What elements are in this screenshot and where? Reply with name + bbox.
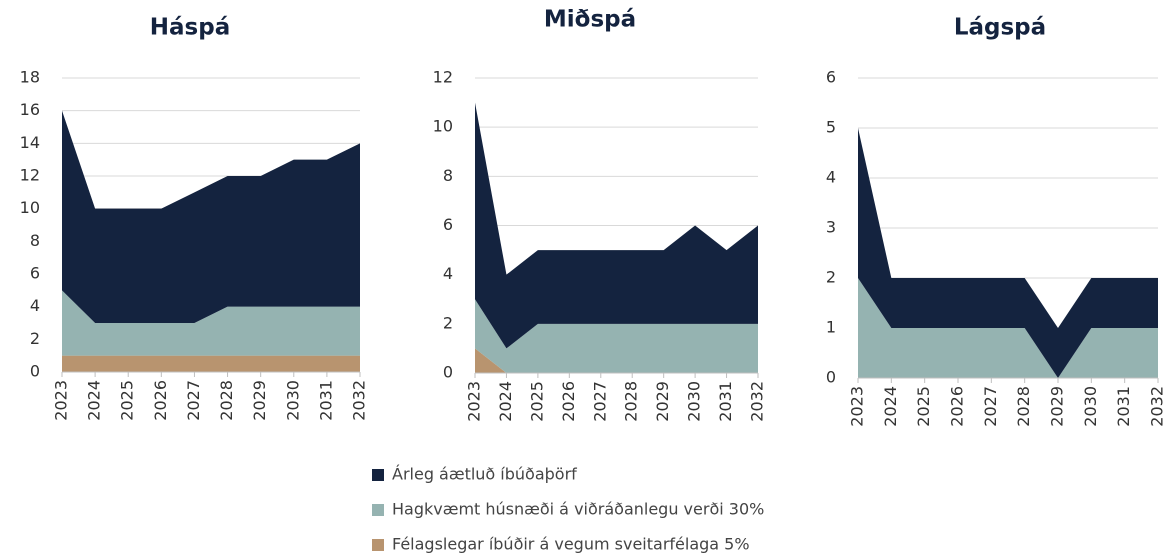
x-tick-label: 2027 bbox=[590, 381, 609, 422]
chart-title: Miðspá bbox=[544, 7, 636, 33]
x-tick-label: 2026 bbox=[151, 380, 170, 421]
x-tick-label: 2030 bbox=[1081, 386, 1100, 427]
x-tick-label: 2028 bbox=[1014, 386, 1033, 427]
y-tick-label: 6 bbox=[443, 215, 453, 234]
y-tick-label: 14 bbox=[20, 133, 40, 152]
x-tick-label: 2031 bbox=[1114, 386, 1133, 427]
legend-swatch bbox=[372, 469, 384, 481]
x-tick-label: 2023 bbox=[465, 381, 484, 422]
chart-title: Háspá bbox=[150, 15, 230, 41]
x-tick-label: 2026 bbox=[559, 381, 578, 422]
y-tick-label: 4 bbox=[30, 296, 40, 315]
x-tick-label: 2028 bbox=[217, 380, 236, 421]
y-tick-label: 0 bbox=[30, 362, 40, 381]
y-tick-label: 2 bbox=[30, 329, 40, 348]
y-tick-label: 8 bbox=[443, 166, 453, 185]
x-tick-label: 2024 bbox=[85, 380, 104, 421]
x-tick-label: 2027 bbox=[981, 386, 1000, 427]
legend-label: Félagslegar íbúðir á vegum sveitarfélaga… bbox=[392, 535, 750, 554]
y-tick-label: 10 bbox=[433, 117, 453, 136]
x-tick-label: 2031 bbox=[716, 381, 735, 422]
area bbox=[62, 110, 360, 324]
area bbox=[858, 128, 1158, 378]
legend-swatch bbox=[372, 539, 384, 551]
legend-label: Árleg áætluð íbúðaþörf bbox=[392, 465, 577, 484]
y-tick-label: 6 bbox=[30, 264, 40, 283]
y-tick-label: 16 bbox=[20, 100, 40, 119]
y-tick-label: 12 bbox=[433, 68, 453, 87]
x-tick-label: 2029 bbox=[250, 380, 269, 421]
y-tick-label: 8 bbox=[30, 231, 40, 250]
area bbox=[475, 348, 758, 373]
x-tick-label: 2029 bbox=[653, 381, 672, 422]
y-tick-label: 3 bbox=[826, 218, 836, 237]
x-tick-label: 2024 bbox=[881, 386, 900, 427]
y-tick-label: 4 bbox=[826, 168, 836, 187]
y-tick-label: 4 bbox=[443, 264, 453, 283]
y-tick-label: 12 bbox=[20, 166, 40, 185]
y-tick-label: 2 bbox=[826, 268, 836, 287]
y-tick-label: 1 bbox=[826, 318, 836, 337]
x-tick-label: 2029 bbox=[1048, 386, 1067, 427]
y-tick-label: 18 bbox=[20, 68, 40, 87]
x-tick-label: 2031 bbox=[316, 380, 335, 421]
x-tick-label: 2024 bbox=[496, 381, 515, 422]
x-tick-label: 2025 bbox=[914, 386, 933, 427]
x-tick-label: 2023 bbox=[52, 380, 71, 421]
y-tick-label: 2 bbox=[443, 313, 453, 332]
x-tick-label: 2025 bbox=[118, 380, 137, 421]
x-tick-label: 2030 bbox=[283, 380, 302, 421]
y-tick-label: 5 bbox=[826, 118, 836, 137]
x-tick-label: 2027 bbox=[184, 380, 203, 421]
legend-label: Hagkvæmt húsnæði á viðráðanlegu verði 30… bbox=[392, 500, 764, 519]
legend-swatch bbox=[372, 504, 384, 516]
y-tick-label: 0 bbox=[443, 363, 453, 382]
y-tick-label: 6 bbox=[826, 68, 836, 87]
chart-title: Lágspá bbox=[954, 15, 1046, 41]
x-tick-label: 2032 bbox=[350, 380, 369, 421]
area bbox=[475, 102, 758, 349]
y-tick-label: 10 bbox=[20, 198, 40, 217]
x-tick-label: 2026 bbox=[948, 386, 967, 427]
x-tick-label: 2025 bbox=[527, 381, 546, 422]
area bbox=[475, 299, 758, 373]
area bbox=[62, 355, 360, 372]
x-tick-label: 2028 bbox=[622, 381, 641, 422]
x-tick-label: 2023 bbox=[848, 386, 867, 427]
area bbox=[62, 290, 360, 356]
y-tick-label: 0 bbox=[826, 368, 836, 387]
x-tick-label: 2030 bbox=[685, 381, 704, 422]
x-tick-label: 2032 bbox=[748, 381, 767, 422]
x-tick-label: 2032 bbox=[1148, 386, 1167, 427]
